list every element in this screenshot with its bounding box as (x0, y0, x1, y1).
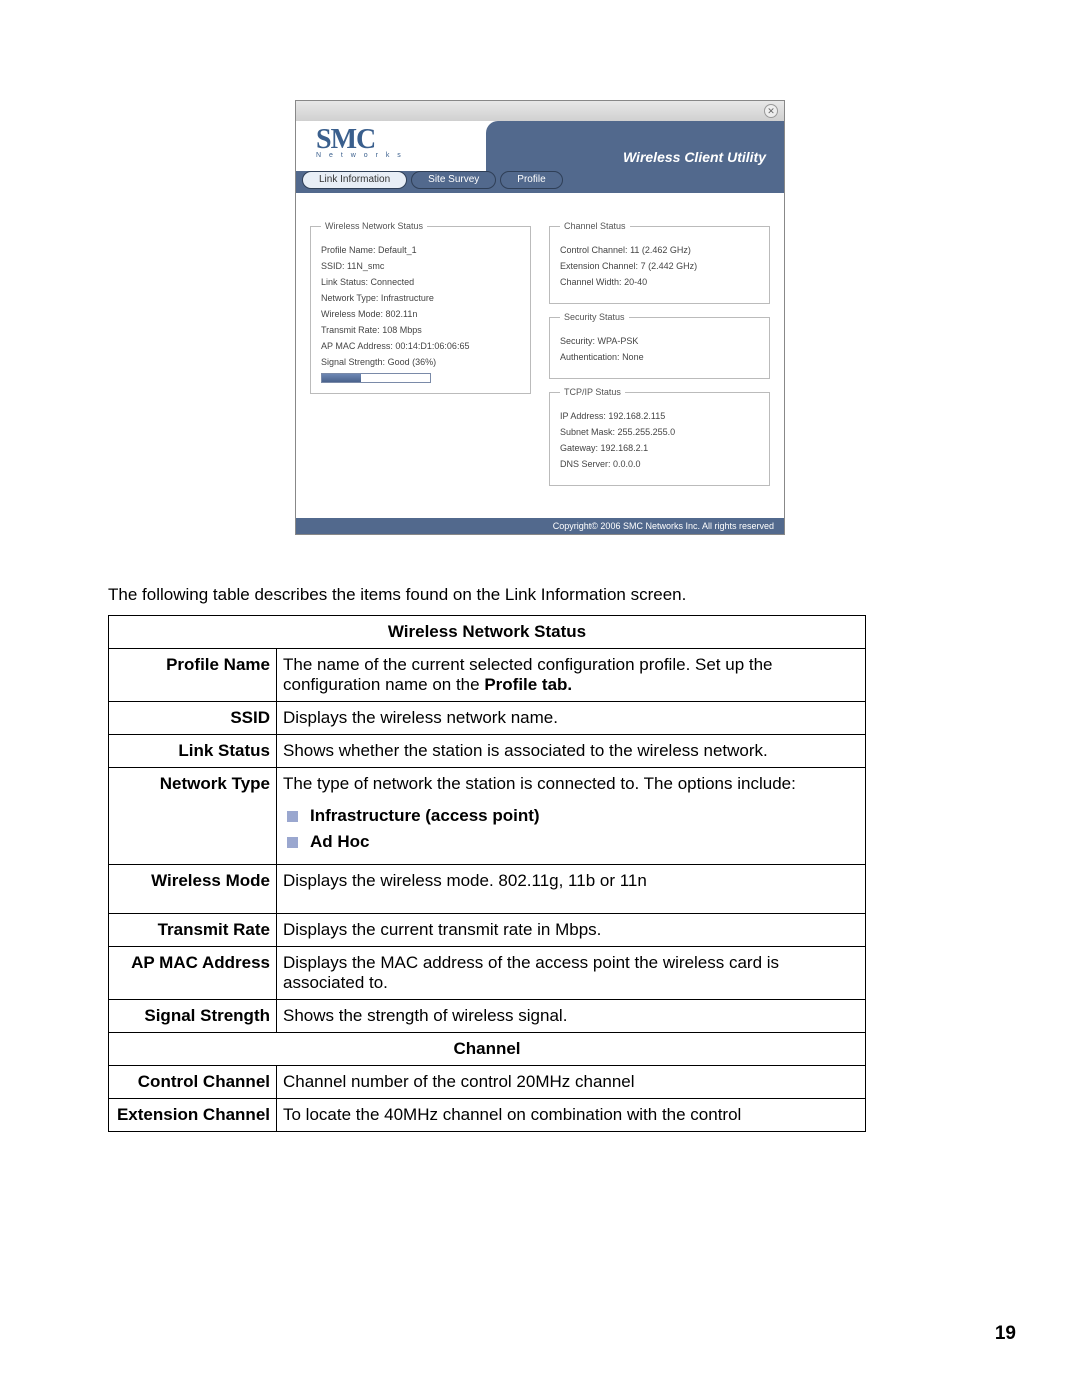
row-desc: Displays the wireless network name. (277, 702, 866, 735)
signal-strength-bar (321, 373, 431, 383)
value-transmit-rate: 108 Mbps (382, 325, 422, 335)
footer-copyright: Copyright© 2006 SMC Networks Inc. All ri… (296, 518, 784, 534)
group-legend: Wireless Network Status (321, 221, 427, 231)
tab-site-survey[interactable]: Site Survey (411, 171, 496, 189)
row-label: Signal Strength (109, 1000, 277, 1033)
value-ssid: 11N_smc (347, 261, 384, 271)
row-desc: Displays the current transmit rate in Mb… (277, 914, 866, 947)
row-label: Network Type (109, 768, 277, 865)
logo-text: SMC (316, 127, 476, 152)
row-desc: Displays the wireless mode. 802.11g, 11b… (277, 865, 866, 914)
label-auth: Authentication: (560, 352, 620, 362)
row-label: Link Status (109, 735, 277, 768)
label-mask: Subnet Mask: (560, 427, 615, 437)
value-wireless-mode: 802.11n (386, 309, 418, 319)
label-network-type: Network Type: (321, 293, 378, 303)
value-mask: 255.255.255.0 (618, 427, 676, 437)
logo-subtext: N e t w o r k s (316, 152, 476, 159)
label-ssid: SSID: (321, 261, 345, 271)
label-signal: Signal Strength: (321, 357, 385, 367)
group-legend: Security Status (560, 312, 629, 322)
logo-area: SMC N e t w o r k s (296, 121, 486, 171)
tab-link-information[interactable]: Link Information (302, 171, 407, 189)
table-row: Link Status Shows whether the station is… (109, 735, 866, 768)
label-control-channel: Control Channel: (560, 245, 628, 255)
label-gateway: Gateway: (560, 443, 598, 453)
label-transmit-rate: Transmit Rate: (321, 325, 380, 335)
table-row: Profile Name The name of the current sel… (109, 649, 866, 702)
table-row: Extension Channel To locate the 40MHz ch… (109, 1099, 866, 1132)
row-label: Wireless Mode (109, 865, 277, 914)
utility-title-bar: Wireless Client Utility (486, 121, 784, 171)
intro-text: The following table describes the items … (108, 585, 980, 605)
label-extension-channel: Extension Channel: (560, 261, 638, 271)
security-status-group: Security Status Security: WPA-PSK Authen… (549, 312, 770, 379)
value-network-type: Infrastructure (381, 293, 434, 303)
value-profile-name: Default_1 (378, 245, 417, 255)
bullet-item: Infrastructure (access point) (287, 806, 859, 826)
tab-bar: Link Information Site Survey Profile (296, 171, 784, 193)
row-desc: The type of network the station is conne… (277, 768, 866, 865)
value-ip: 192.168.2.115 (608, 411, 665, 421)
tab-profile[interactable]: Profile (500, 171, 562, 189)
value-signal: Good (36%) (388, 357, 437, 367)
bullet-text: Ad Hoc (310, 832, 370, 852)
value-channel-width: 20-40 (624, 277, 647, 287)
table-row: Control Channel Channel number of the co… (109, 1066, 866, 1099)
wireless-network-status-group: Wireless Network Status Profile Name: De… (310, 221, 531, 394)
value-extension-channel: 7 (2.442 GHz) (641, 261, 698, 271)
row-label: Profile Name (109, 649, 277, 702)
table-row: Network Type The type of network the sta… (109, 768, 866, 865)
label-channel-width: Channel Width: (560, 277, 622, 287)
label-ip: IP Address: (560, 411, 606, 421)
window-titlebar: ✕ (296, 101, 784, 121)
close-icon[interactable]: ✕ (764, 104, 778, 118)
label-link-status: Link Status: (321, 277, 368, 287)
label-dns: DNS Server: (560, 459, 611, 469)
label-profile-name: Profile Name: (321, 245, 376, 255)
value-ap-mac: 00:14:D1:06:06:65 (395, 341, 469, 351)
bullet-item: Ad Hoc (287, 832, 859, 852)
row-desc: Shows the strength of wireless signal. (277, 1000, 866, 1033)
value-auth: None (622, 352, 644, 362)
section-header: Channel (109, 1033, 866, 1066)
group-legend: Channel Status (560, 221, 630, 231)
table-row: SSID Displays the wireless network name. (109, 702, 866, 735)
wireless-utility-window: ✕ SMC N e t w o r k s Wireless Client Ut… (295, 100, 785, 535)
section-header: Wireless Network Status (109, 616, 866, 649)
row-desc: To locate the 40MHz channel on combinati… (277, 1099, 866, 1132)
square-bullet-icon (287, 811, 298, 822)
row-desc: Displays the MAC address of the access p… (277, 947, 866, 1000)
value-security: WPA-PSK (598, 336, 639, 346)
row-label: Control Channel (109, 1066, 277, 1099)
row-desc: The name of the current selected configu… (277, 649, 866, 702)
square-bullet-icon (287, 837, 298, 848)
row-desc-pre: The type of network the station is conne… (283, 774, 859, 794)
label-ap-mac: AP MAC Address: (321, 341, 393, 351)
row-label: AP MAC Address (109, 947, 277, 1000)
tcpip-status-group: TCP/IP Status IP Address: 192.168.2.115 … (549, 387, 770, 486)
page-number: 19 (995, 1323, 1016, 1345)
value-gateway: 192.168.2.1 (601, 443, 649, 453)
group-legend: TCP/IP Status (560, 387, 625, 397)
label-security: Security: (560, 336, 595, 346)
signal-strength-fill (322, 374, 361, 382)
label-wireless-mode: Wireless Mode: (321, 309, 383, 319)
utility-title: Wireless Client Utility (623, 149, 766, 165)
row-desc: Shows whether the station is associated … (277, 735, 866, 768)
description-table: Wireless Network Status Profile Name The… (108, 615, 866, 1132)
table-row: Wireless Mode Displays the wireless mode… (109, 865, 866, 914)
row-label: Extension Channel (109, 1099, 277, 1132)
value-dns: 0.0.0.0 (613, 459, 641, 469)
channel-status-group: Channel Status Control Channel: 11 (2.46… (549, 221, 770, 304)
value-control-channel: 11 (2.462 GHz) (630, 245, 691, 255)
value-link-status: Connected (371, 277, 415, 287)
bullet-text: Infrastructure (access point) (310, 806, 540, 826)
table-row: Signal Strength Shows the strength of wi… (109, 1000, 866, 1033)
row-label: SSID (109, 702, 277, 735)
table-row: Transmit Rate Displays the current trans… (109, 914, 866, 947)
row-label: Transmit Rate (109, 914, 277, 947)
table-row: AP MAC Address Displays the MAC address … (109, 947, 866, 1000)
row-desc: Channel number of the control 20MHz chan… (277, 1066, 866, 1099)
